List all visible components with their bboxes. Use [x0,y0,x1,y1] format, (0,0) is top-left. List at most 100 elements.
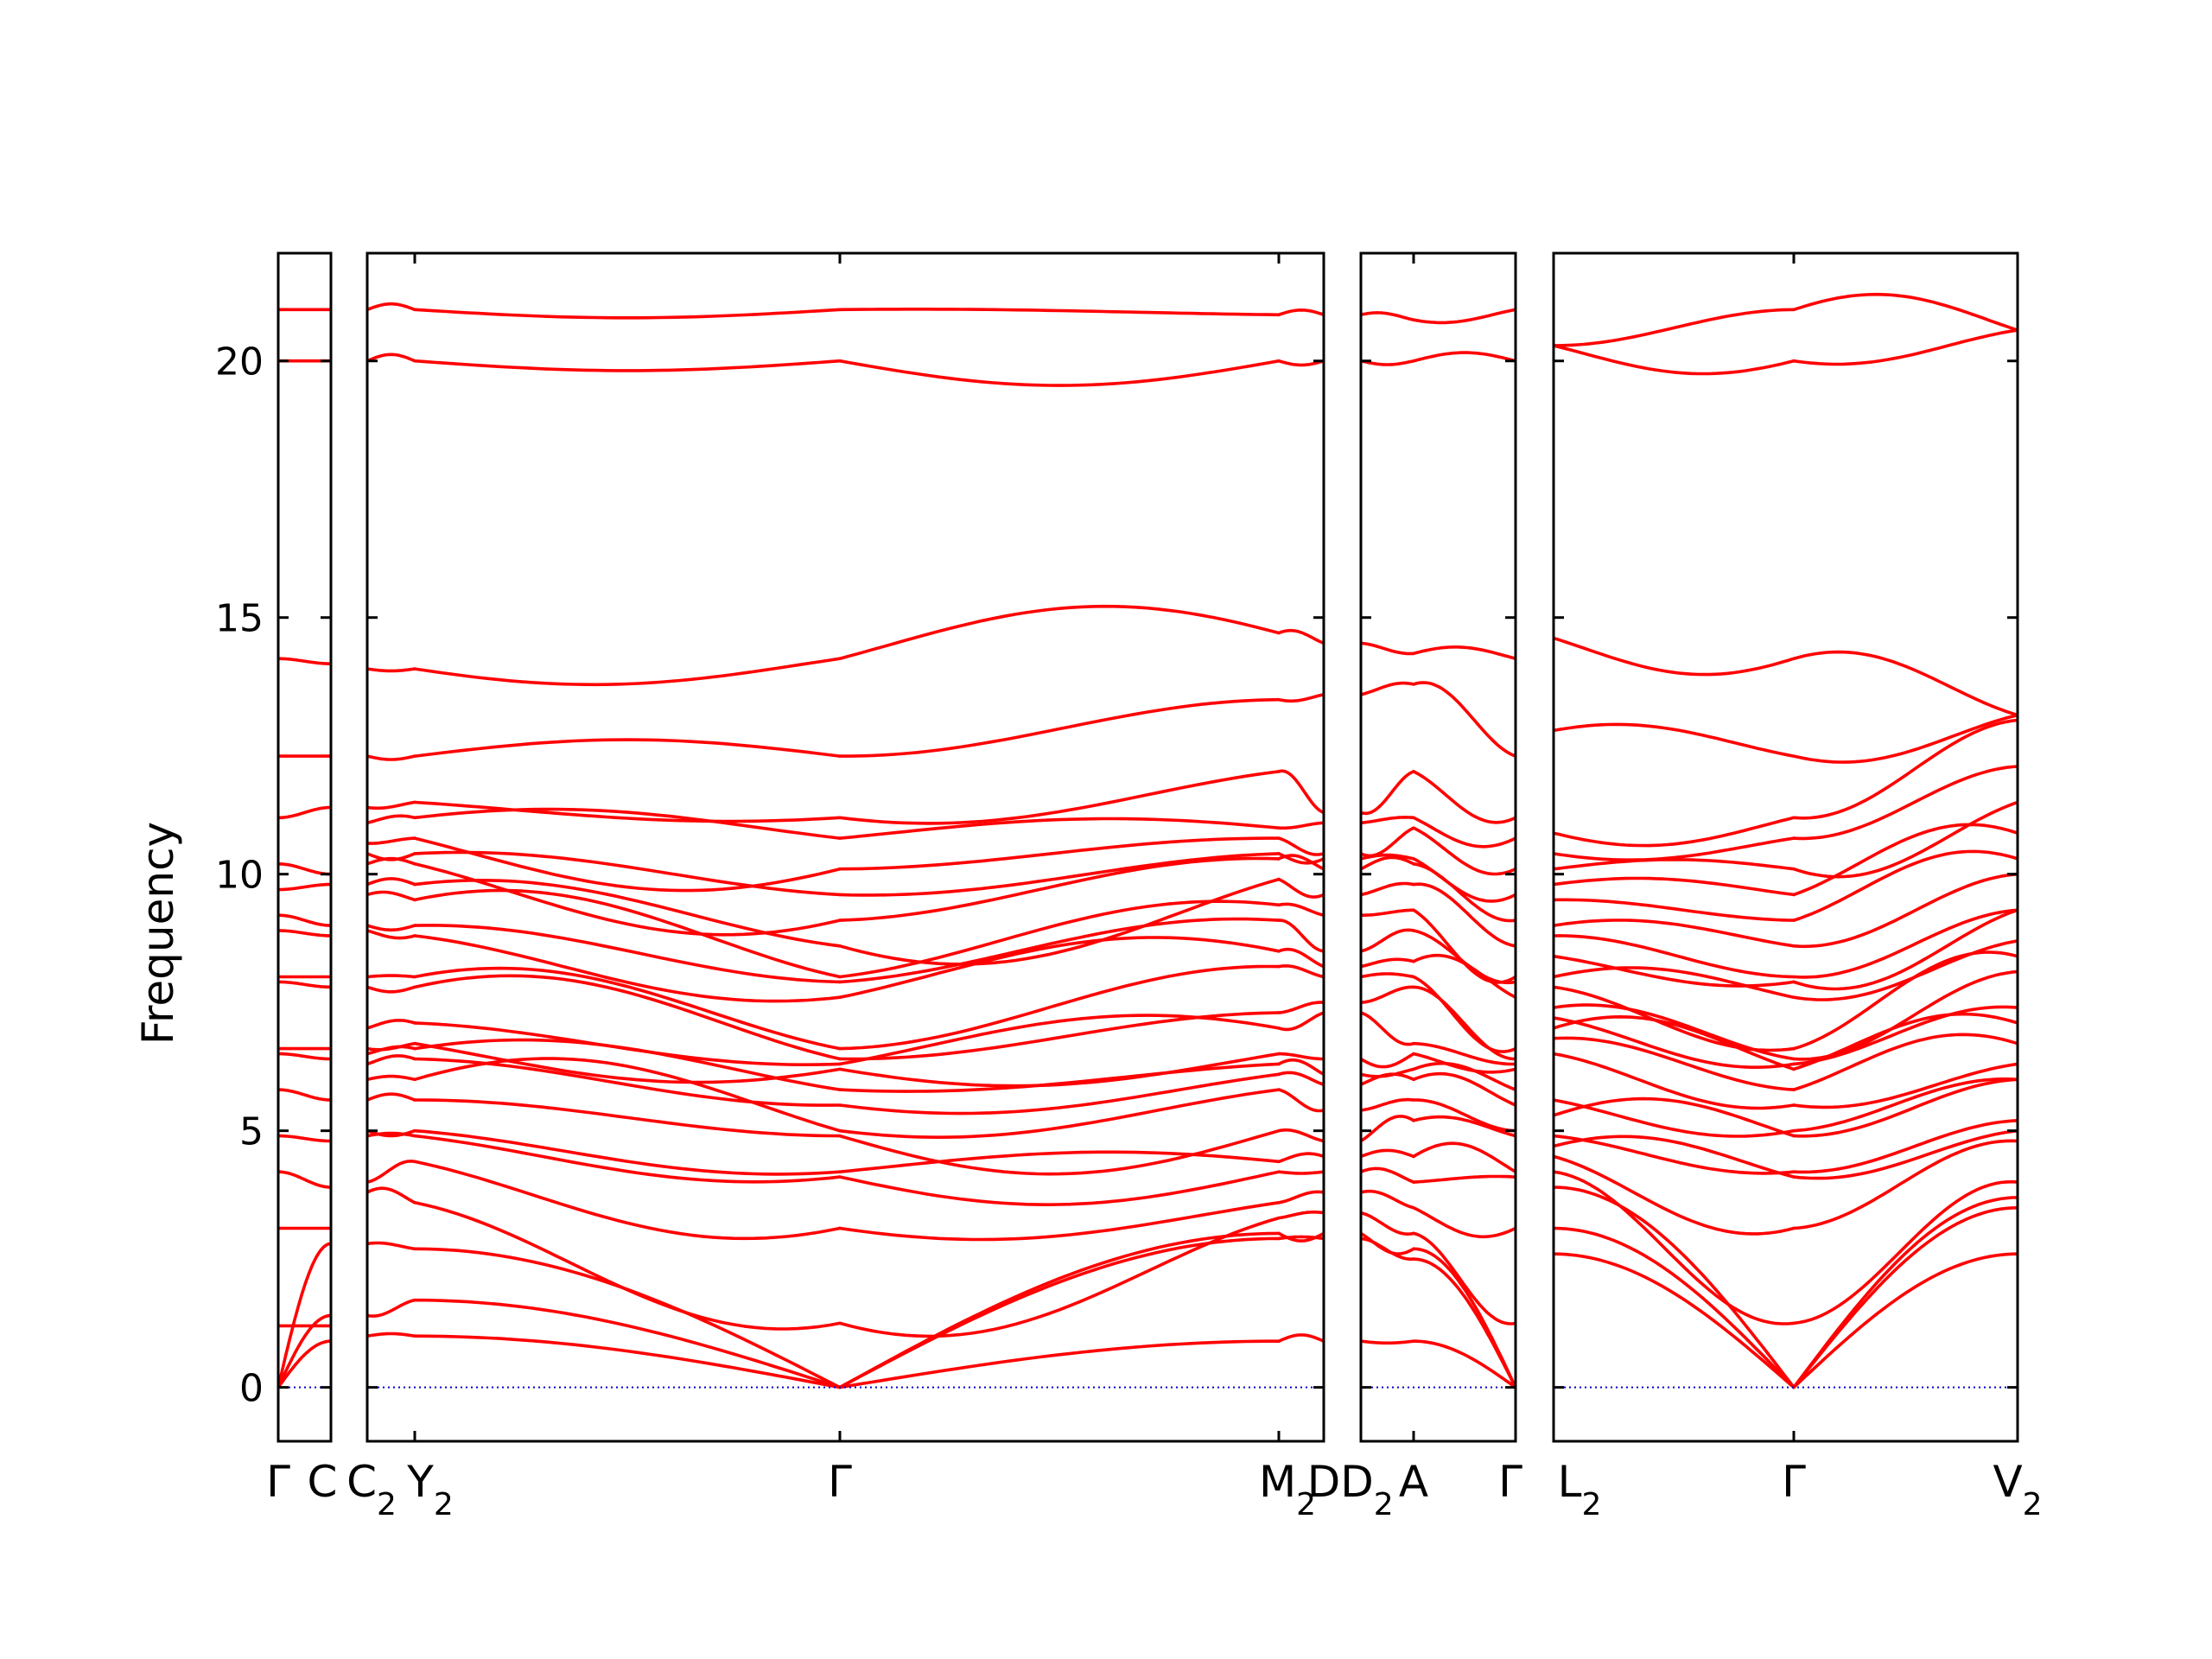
band-line [413,924,842,984]
band-line [367,302,416,312]
band-line [1277,1231,1324,1243]
band-line [838,1231,1281,1389]
band-line [1361,1148,1415,1159]
band-line [1412,1247,1516,1389]
band-line [367,877,416,887]
band-line [1277,628,1324,645]
band-line [1412,1257,1516,1389]
x-tick-label: Γ [828,1457,852,1507]
band-line [413,888,842,979]
band-line [1412,1174,1516,1184]
band-line [1412,770,1516,824]
band-line [838,964,1281,1051]
band-line [413,862,842,937]
x-tick-label: V2 [1993,1457,2042,1522]
band-line [278,882,331,892]
band-line [1361,855,1415,871]
band-line [1361,681,1415,696]
band-line [838,836,1281,871]
band-line [1792,1005,2018,1066]
band-line [838,604,1281,660]
band-line [1792,939,2018,1001]
band-line [838,1072,1281,1116]
band-line [838,936,1281,999]
band-line [1412,351,1516,363]
y-tick-label: 10 [215,854,264,898]
band-line [367,353,416,363]
band-line [1277,1001,1324,1014]
band-line [1277,1011,1324,1032]
band-line [1792,950,2018,1051]
band-line [1554,876,1796,897]
band-line [1361,1166,1415,1184]
band-line [1554,1135,1796,1179]
band-line [1361,1011,1415,1046]
band-line [1361,1067,1415,1078]
band-line [1277,769,1324,815]
band-line [1792,1128,2018,1180]
x-tick-label: Γ [266,1457,290,1507]
panel-frame [1359,251,1517,1443]
band-line [1277,1088,1324,1113]
band-line [1412,1141,1516,1173]
band-line [1792,1206,2018,1389]
band-line [838,1128,1281,1176]
band-line [1361,972,1415,979]
band-line [1554,836,1796,861]
x-tick-label: Γ [1498,1457,1522,1507]
band-line [1554,636,1796,677]
band-line [1554,1036,1796,1091]
band-line [1554,816,1796,848]
panel-frame [276,251,333,1443]
band-line [1554,1134,1796,1175]
band-line [1792,1252,2018,1389]
panel-frame [1552,251,2019,1443]
band-line [838,1011,1281,1061]
band-line [367,924,416,932]
band-line [1554,344,1796,376]
band-line [1554,1170,1796,1325]
band-line [1412,908,1516,984]
band-line [1554,722,1796,758]
band-line [838,817,1281,840]
band-line [1792,650,2018,717]
band-line [413,308,842,320]
band-line [278,1052,331,1061]
band-line [838,917,1281,984]
band-line [1554,1015,1796,1071]
band-line [1277,1190,1324,1205]
band-line [1277,1170,1324,1175]
band-line [367,814,416,825]
band-line [413,1021,842,1066]
band-line [413,836,842,893]
band-line [367,974,416,979]
band-line [1277,947,1324,969]
band-line [1361,1097,1415,1112]
band-line [1277,1071,1324,1086]
x-tick-label: M2 [1259,1457,1316,1522]
band-line [413,807,842,840]
band-line [1277,1333,1324,1343]
band-line [1792,1179,2018,1325]
band-line [1554,1154,1796,1236]
band-line [1792,718,2018,820]
band-line [1361,359,1415,366]
band-line [1554,954,1796,988]
band-line [367,800,416,810]
band-line [1361,985,1415,1004]
band-line [367,890,416,902]
band-line [1277,1128,1324,1143]
y-tick-label: 15 [215,597,264,641]
band-line [838,1088,1281,1139]
band-line [838,852,1281,897]
band-line [1412,816,1516,849]
band-line [838,1339,1281,1389]
band-line [1554,918,1796,948]
band-line [1554,1016,1796,1069]
band-line [1792,908,2018,991]
band-line [367,1332,416,1338]
band-line [413,657,842,687]
band-line [1361,928,1415,953]
band-line [367,754,416,761]
band-line [1554,898,1796,922]
